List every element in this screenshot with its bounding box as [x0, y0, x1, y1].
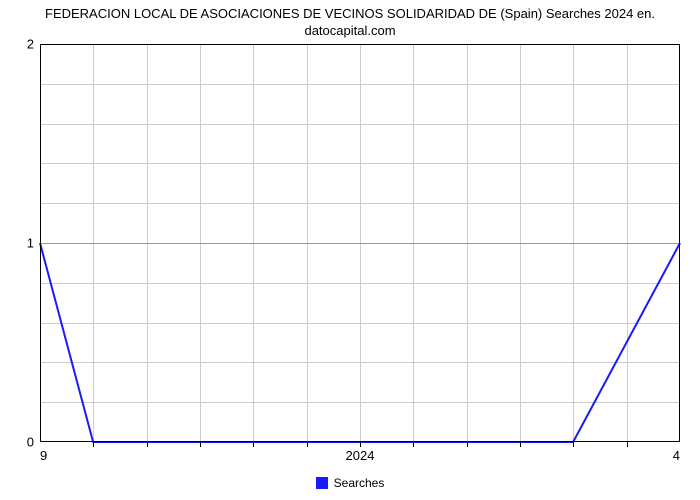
chart-title-line2: datocapital.com [304, 23, 395, 38]
x-tick-mark [147, 442, 148, 447]
x-tick-mark [520, 442, 521, 447]
legend-label: Searches [334, 476, 385, 490]
y-tick-label: 2 [27, 37, 34, 52]
x-tick-mark [467, 442, 468, 447]
legend-swatch [316, 477, 328, 489]
x-tick-mark [627, 442, 628, 447]
x-tick-mark [200, 442, 201, 447]
x-tick-mark [253, 442, 254, 447]
plot-area [40, 44, 680, 442]
y-tick-label: 0 [27, 435, 34, 450]
chart-title-line1: FEDERACION LOCAL DE ASOCIACIONES DE VECI… [45, 6, 655, 21]
x-tick-mark [413, 442, 414, 447]
x-tick-mark [573, 442, 574, 447]
x-axis-right-label: 4 [673, 448, 680, 463]
x-axis-left-label: 9 [40, 448, 47, 463]
plot-border [40, 44, 680, 442]
x-tick-mark [360, 442, 361, 447]
legend: Searches [0, 475, 700, 490]
x-axis-center-label: 2024 [346, 448, 375, 463]
chart-container: FEDERACION LOCAL DE ASOCIACIONES DE VECI… [0, 0, 700, 500]
x-tick-mark [93, 442, 94, 447]
x-tick-mark [307, 442, 308, 447]
y-tick-label: 1 [27, 236, 34, 251]
chart-title: FEDERACION LOCAL DE ASOCIACIONES DE VECI… [0, 6, 700, 40]
